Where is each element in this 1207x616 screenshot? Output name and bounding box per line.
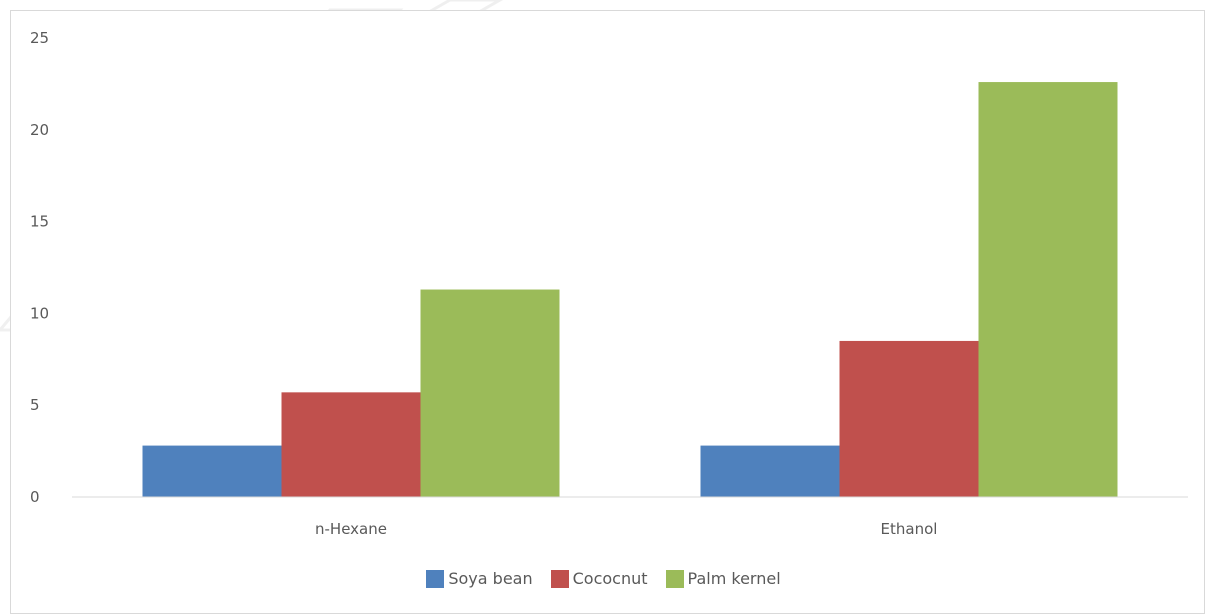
bar xyxy=(420,289,560,497)
bar xyxy=(978,82,1118,498)
bars xyxy=(142,82,1118,498)
legend-label: Soya bean xyxy=(448,569,533,588)
bar xyxy=(142,445,282,497)
legend-item: Cococnut xyxy=(550,569,648,588)
legend-swatch xyxy=(550,569,569,588)
legend-item: Soya bean xyxy=(426,569,533,588)
legend: Soya bean Cococnut Palm kernel xyxy=(0,569,1207,588)
category-label: Ethanol xyxy=(881,520,938,538)
bar xyxy=(839,340,979,497)
y-tick-label: 15 xyxy=(30,213,49,231)
legend-item: Palm kernel xyxy=(665,569,781,588)
category-label: n-Hexane xyxy=(315,520,387,538)
y-tick-label: 0 xyxy=(30,488,40,506)
legend-swatch xyxy=(426,569,445,588)
legend-label: Cococnut xyxy=(572,569,648,588)
y-tick-label: 10 xyxy=(30,304,49,322)
y-axis-ticks: 0 5 10 15 20 25 xyxy=(30,29,49,506)
bar xyxy=(700,445,840,497)
y-tick-label: 20 xyxy=(30,121,49,139)
category-labels: n-Hexane Ethanol xyxy=(315,520,937,538)
y-tick-label: 25 xyxy=(30,29,49,47)
legend-label: Palm kernel xyxy=(687,569,781,588)
bar xyxy=(281,392,421,497)
y-tick-label: 5 xyxy=(30,396,40,414)
legend-swatch xyxy=(665,569,684,588)
bar-chart: 0 5 10 15 20 25 n-Hexane Ethanol xyxy=(30,29,1188,538)
